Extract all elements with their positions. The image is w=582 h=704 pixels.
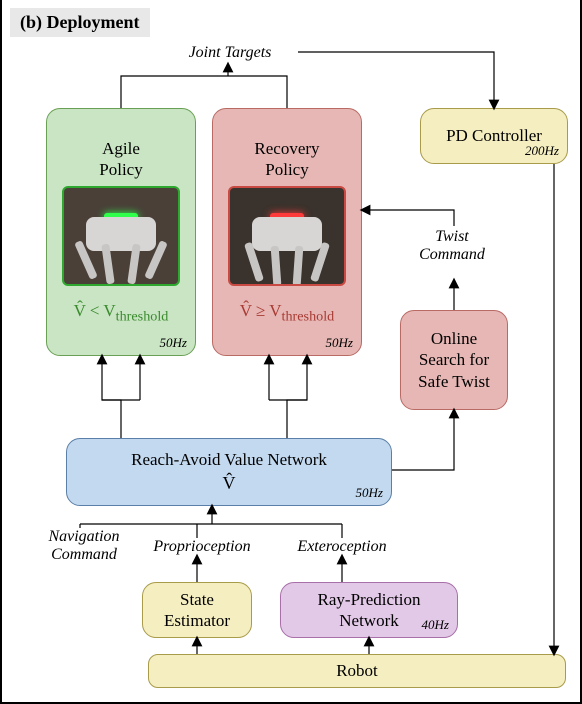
ravn-box: Reach-Avoid Value Network V̂ 50Hz — [66, 438, 392, 506]
joint-targets-label: Joint Targets — [160, 44, 300, 62]
proprioception-label: Proprioception — [142, 538, 262, 556]
ray-prediction-box: Ray-Prediction Network 40Hz — [280, 582, 458, 638]
agile-freq: 50Hz — [160, 335, 187, 351]
ravn-title: Reach-Avoid Value Network — [131, 449, 327, 470]
agile-policy-box: Agile Policy V̂ < Vthreshold 50Hz — [46, 108, 196, 356]
ray-title: Ray-Prediction Network — [318, 589, 421, 632]
recovery-title: Recovery Policy — [254, 138, 319, 181]
diagram-canvas: Agile Policy V̂ < Vthreshold 50Hz Recove… — [2, 0, 582, 704]
state-estimator-box: State Estimator — [142, 582, 252, 638]
recovery-policy-box: Recovery Policy V̂ ≥ Vthreshold 50Hz — [212, 108, 362, 356]
recovery-robot-image — [228, 186, 346, 286]
agile-robot-image — [62, 186, 180, 286]
ravn-symbol: V̂ — [223, 472, 236, 495]
pd-freq: 200Hz — [525, 143, 559, 159]
recovery-freq: 50Hz — [326, 335, 353, 351]
recovery-formula: V̂ ≥ Vthreshold — [240, 300, 334, 326]
online-search-box: Online Search for Safe Twist — [400, 310, 508, 410]
twist-command-label: Twist Command — [402, 228, 502, 264]
ravn-freq: 50Hz — [356, 485, 383, 501]
robot-box: Robot — [148, 654, 566, 688]
navigation-command-label: Navigation Command — [34, 528, 134, 564]
pd-controller-box: PD Controller 200Hz — [420, 108, 568, 164]
ray-freq: 40Hz — [422, 617, 449, 633]
exteroception-label: Exteroception — [282, 538, 402, 556]
robot-title: Robot — [336, 660, 378, 681]
agile-title: Agile Policy — [99, 138, 142, 181]
agile-formula: V̂ < Vthreshold — [74, 300, 169, 326]
